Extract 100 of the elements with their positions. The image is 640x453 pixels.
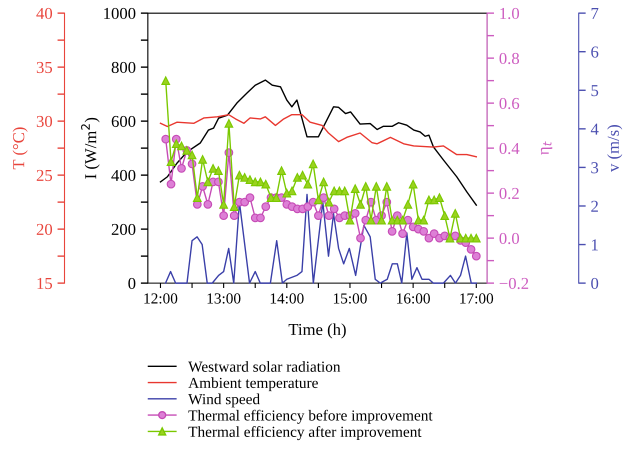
y-tick-label: 0.6 [499, 98, 520, 110]
x-tick-label: 12:00 [144, 293, 178, 304]
point [361, 182, 370, 191]
point [450, 209, 460, 218]
point [224, 119, 234, 128]
point [382, 182, 392, 191]
y2-axis-title: T (°C) [12, 127, 28, 170]
y2-tick-label: 30 [36, 116, 52, 128]
point [408, 180, 418, 189]
point [303, 180, 312, 189]
y3-tick-label: 4 [590, 124, 599, 135]
point [350, 184, 360, 194]
y3-tick-label: 5 [591, 85, 598, 96]
x-tick-label: 16:00 [397, 293, 430, 304]
y3-tick-label: 0 [591, 278, 598, 290]
point [298, 170, 307, 180]
y-tick-label: 800 [112, 62, 136, 74]
point [346, 216, 354, 224]
point [161, 134, 170, 144]
point [230, 211, 239, 220]
point [377, 216, 386, 224]
legend-label: Thermal efficiency after improvement [188, 426, 422, 440]
point [288, 186, 296, 196]
line-series [160, 79, 477, 206]
y2-tick-label: 25 [36, 170, 52, 182]
x-tick-label: 17:00 [460, 293, 494, 304]
point [398, 229, 407, 238]
point [188, 150, 196, 160]
point [430, 196, 439, 204]
y-tick-label: 0 [128, 278, 136, 290]
y-tick-label: 1.0 [500, 8, 520, 20]
y3-tick-label: 7 [592, 8, 598, 19]
point [398, 216, 407, 224]
point [277, 166, 286, 176]
point [319, 178, 328, 186]
y3-tick-label: 3 [591, 162, 598, 174]
y-axis-title: I (W/m$^{2}$) [81, 118, 100, 179]
y-tick-label: −0.2 [500, 278, 528, 290]
point [166, 180, 176, 189]
y-tick-label: 0.0 [499, 232, 520, 244]
point [314, 196, 323, 204]
point [161, 76, 170, 86]
point [472, 234, 481, 242]
y-tick-label: 1000 [104, 8, 136, 20]
x-tick-label: 15:00 [334, 293, 367, 304]
point [340, 186, 350, 196]
point [219, 211, 228, 220]
y-tick-label: 0.2 [499, 188, 519, 200]
point [166, 157, 176, 166]
point [350, 209, 360, 218]
y2-tick-label: 40 [36, 8, 52, 20]
point [419, 227, 428, 236]
point [203, 178, 212, 186]
point [256, 214, 265, 222]
point [203, 200, 212, 209]
point [308, 160, 318, 168]
legend-label: Thermal efficiency before improvement [188, 410, 433, 424]
point [324, 198, 334, 207]
x-tick-label: 13:00 [208, 293, 240, 304]
point [230, 202, 239, 211]
y3-tick-label: 2 [591, 200, 598, 212]
point [356, 200, 365, 209]
point [404, 200, 412, 209]
point [388, 227, 396, 236]
point [214, 166, 223, 176]
y2-tick-label: 15 [38, 278, 52, 290]
legend-label: Wind speed [188, 394, 260, 408]
point [198, 155, 207, 164]
point [466, 245, 476, 254]
point [177, 164, 186, 173]
point [419, 216, 428, 224]
point [324, 211, 334, 220]
legend-label: Westward solar radiation [188, 361, 340, 372]
y3-axis-title: v (m/s) [607, 125, 622, 172]
y2-tick-label: 20 [36, 224, 52, 236]
point [192, 193, 202, 202]
point [177, 142, 186, 150]
legend-label: Ambient temperature [188, 377, 318, 392]
y-tick-label: 400 [111, 170, 136, 182]
x-axis-title: Time (h) [288, 323, 346, 338]
y-tick-label: 0.8 [499, 52, 520, 64]
x-tick-label: 14:00 [270, 293, 304, 304]
point [440, 211, 450, 220]
point [246, 193, 254, 202]
point [472, 252, 481, 260]
point [356, 234, 365, 242]
point [372, 182, 381, 191]
point [330, 204, 339, 214]
y-tick-label: 600 [112, 116, 136, 128]
y-axis-title: η$_{t}$ [540, 141, 552, 155]
line-series [164, 194, 477, 284]
y-tick-label: 200 [112, 224, 136, 236]
point [314, 211, 323, 220]
y-tick-label: 0.4 [499, 142, 520, 154]
y3-tick-label: 6 [591, 46, 598, 58]
point [261, 180, 270, 189]
point [435, 193, 444, 202]
y3-tick-label: 1 [592, 239, 598, 250]
line-series [160, 114, 477, 158]
point [219, 200, 228, 209]
